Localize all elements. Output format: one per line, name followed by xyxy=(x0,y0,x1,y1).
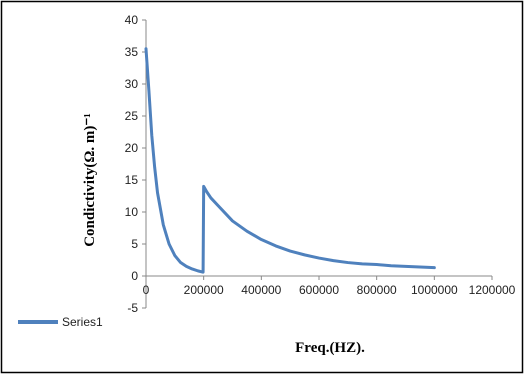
x-tick-label: 200000 xyxy=(184,283,224,297)
x-tick-label: 0 xyxy=(143,283,150,297)
y-tick-label: 0 xyxy=(131,269,138,283)
y-tick-label: 25 xyxy=(125,109,139,123)
y-tick-label: 5 xyxy=(131,237,138,251)
x-tick-label: 600000 xyxy=(299,283,339,297)
x-tick-label: 800000 xyxy=(357,283,397,297)
x-tick-label: 400000 xyxy=(241,283,281,297)
tick-labels: -5 0 5 10 15 20 25 30 35 40 0 200000 400000 600000 800… xyxy=(125,13,516,315)
y-tick-label: -5 xyxy=(127,301,138,315)
y-tick-label: 30 xyxy=(125,77,139,91)
y-tick-label: 20 xyxy=(125,141,139,155)
series-line-series1 xyxy=(144,47,436,274)
x-tick-label: 1200000 xyxy=(469,283,516,297)
y-tick-label: 35 xyxy=(125,45,139,59)
legend: Series1 xyxy=(18,315,103,329)
x-axis-label: Freq.(HZ). xyxy=(295,340,365,356)
x-tick-label: 1000000 xyxy=(411,283,458,297)
y-tick-label: 40 xyxy=(125,13,139,27)
y-tick-label: 15 xyxy=(125,173,139,187)
plot-area xyxy=(144,47,436,274)
y-axis-label: Condictivity(Ω. m)⁻¹ xyxy=(82,113,98,247)
legend-label-series1: Series1 xyxy=(62,315,103,329)
y-tick-label: 10 xyxy=(125,205,139,219)
